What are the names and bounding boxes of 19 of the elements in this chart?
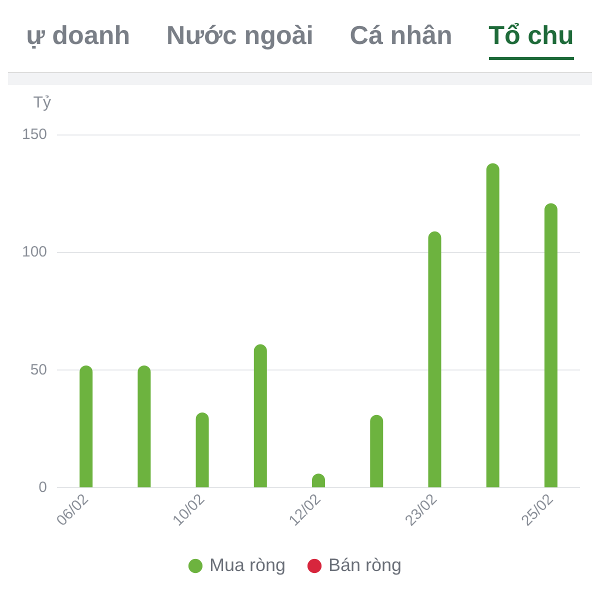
bar — [196, 412, 209, 488]
bar — [486, 163, 500, 488]
bar — [428, 231, 442, 488]
y-tick-label: 150 — [22, 126, 48, 144]
y-axis-title: Tỷ — [33, 94, 52, 112]
text: Nước ngoài — [166, 20, 314, 52]
y-tick-label: 100 — [22, 244, 48, 261]
text: ự doanh — [26, 20, 130, 52]
bar — [254, 344, 267, 488]
legend-label: Bán ròng — [328, 554, 402, 575]
text: Tổ chu — [488, 20, 574, 60]
bar — [370, 414, 384, 488]
y-tick-label: 0 — [38, 478, 48, 496]
bar — [544, 203, 558, 488]
bar — [138, 365, 151, 488]
bar — [80, 365, 93, 488]
legend-label: Mua ròng — [209, 554, 286, 575]
y-tick-label: 50 — [30, 361, 48, 378]
text: Cá nhân — [350, 20, 452, 52]
